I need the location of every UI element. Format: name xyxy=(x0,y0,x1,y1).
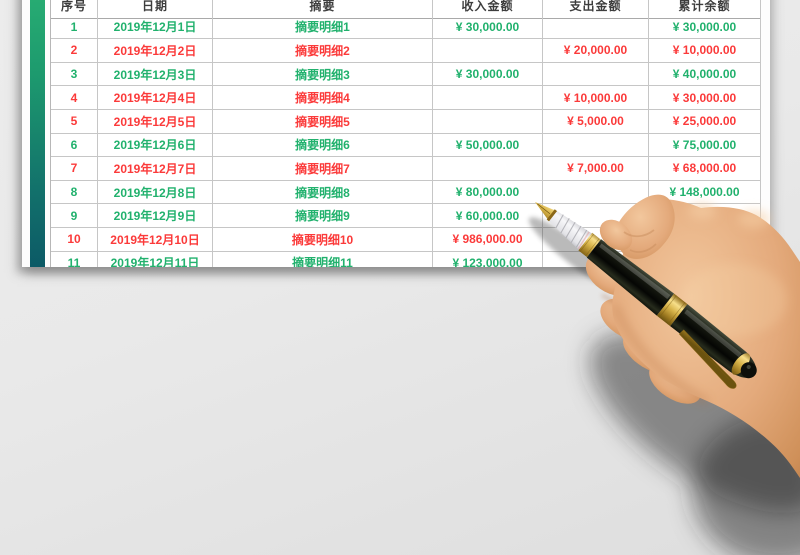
accent-bar xyxy=(30,0,45,267)
cell-income[interactable]: ¥ 80,000.00 xyxy=(433,180,543,205)
index-finger-creases xyxy=(623,229,657,253)
cell-income[interactable]: ¥ 123,000.00 xyxy=(433,251,543,267)
ledger-sheet: 序号 日期 摘要 收入金额 支出金额 累计余额 1 2019年12月1日 摘要明细1 ¥ 30,0… xyxy=(22,0,770,267)
cell-expense[interactable] xyxy=(543,62,649,87)
cell-income[interactable]: ¥ 50,000.00 xyxy=(433,133,543,158)
cell-date[interactable]: 2019年12月9日 xyxy=(98,204,213,228)
cell-income[interactable] xyxy=(433,157,543,181)
cell-no[interactable]: 8 xyxy=(51,180,98,205)
cell-summary[interactable]: 摘要明细7 xyxy=(213,157,433,181)
cell-date[interactable]: 2019年12月11日 xyxy=(98,251,213,267)
hand-holding-pen-photo xyxy=(528,194,800,555)
cell-date[interactable]: 2019年12月1日 xyxy=(98,15,213,40)
index-finger xyxy=(599,194,675,259)
cell-expense[interactable]: ¥ 7,000.00 xyxy=(543,157,649,181)
header-balance[interactable]: 累计余额 xyxy=(649,0,761,19)
cell-income[interactable]: ¥ 30,000.00 xyxy=(433,15,543,40)
cell-summary[interactable]: 摘要明细11 xyxy=(213,251,433,267)
cell-summary[interactable]: 摘要明细5 xyxy=(213,109,433,134)
cell-date[interactable]: 2019年12月4日 xyxy=(98,86,213,110)
cell-no[interactable]: 7 xyxy=(51,157,98,181)
knuckle-highlights xyxy=(683,203,787,336)
fountain-pen xyxy=(535,202,757,389)
cell-summary[interactable]: 摘要明细9 xyxy=(213,204,433,228)
cell-income[interactable] xyxy=(433,39,543,63)
cell-balance[interactable]: ¥ 40,000.00 xyxy=(649,62,761,87)
cell-expense[interactable] xyxy=(543,133,649,158)
cell-balance[interactable]: ¥ 68,000.00 xyxy=(649,157,761,181)
cell-no[interactable]: 11 xyxy=(51,251,98,267)
cell-balance[interactable]: ¥ 25,000.00 xyxy=(649,109,761,134)
hand-edge-shading xyxy=(612,303,710,405)
pen-barrel xyxy=(586,239,675,316)
cell-income[interactable]: ¥ 30,000.00 xyxy=(433,62,543,87)
cell-date[interactable]: 2019年12月6日 xyxy=(98,133,213,158)
cell-date[interactable]: 2019年12月7日 xyxy=(98,157,213,181)
cell-balance[interactable]: ¥ 30,000.00 xyxy=(649,15,761,40)
cell-date[interactable]: 2019年12月5日 xyxy=(98,109,213,134)
cell-no[interactable]: 5 xyxy=(51,109,98,134)
cell-date[interactable]: 2019年12月3日 xyxy=(98,62,213,87)
cell-expense[interactable]: ¥ 5,000.00 xyxy=(543,109,649,134)
cell-summary[interactable]: 摘要明细10 xyxy=(213,227,433,252)
cell-no[interactable]: 6 xyxy=(51,133,98,158)
cell-expense[interactable]: ¥ 10,000.00 xyxy=(543,86,649,110)
cell-date[interactable]: 2019年12月10日 xyxy=(98,227,213,252)
cell-income[interactable] xyxy=(433,86,543,110)
cell-summary[interactable]: 摘要明细2 xyxy=(213,39,433,63)
cell-expense[interactable] xyxy=(543,180,649,205)
header-date[interactable]: 日期 xyxy=(98,0,213,19)
cell-summary[interactable]: 摘要明细6 xyxy=(213,133,433,158)
cell-no[interactable]: 1 xyxy=(51,15,98,40)
header-no[interactable]: 序号 xyxy=(51,0,98,19)
cell-no[interactable]: 9 xyxy=(51,204,98,228)
cell-no[interactable]: 4 xyxy=(51,86,98,110)
pen-clip xyxy=(678,329,737,389)
header-summary[interactable]: 摘要 xyxy=(213,0,433,19)
cell-balance[interactable]: ¥ 75,000.00 xyxy=(649,133,761,158)
cell-date[interactable]: 2019年12月2日 xyxy=(98,39,213,63)
cell-expense[interactable]: ¥ 20,000.00 xyxy=(543,39,649,63)
header-income[interactable]: 收入金额 xyxy=(433,0,543,19)
cell-date[interactable]: 2019年12月8日 xyxy=(98,180,213,205)
cell-income[interactable]: ¥ 60,000.00 xyxy=(433,204,543,228)
pen-cap xyxy=(670,304,757,378)
cell-balance[interactable]: ¥ 10,000.00 xyxy=(649,39,761,63)
hand-shadow xyxy=(589,332,800,555)
header-expense[interactable]: 支出金额 xyxy=(543,0,649,19)
cell-income[interactable] xyxy=(433,109,543,134)
cell-summary[interactable]: 摘要明细1 xyxy=(213,15,433,40)
cell-summary[interactable]: 摘要明细8 xyxy=(213,180,433,205)
cell-no[interactable]: 3 xyxy=(51,62,98,87)
cell-no[interactable]: 2 xyxy=(51,39,98,63)
cell-balance[interactable]: ¥ 30,000.00 xyxy=(649,86,761,110)
cell-expense[interactable] xyxy=(543,15,649,40)
cell-summary[interactable]: 摘要明细4 xyxy=(213,86,433,110)
cell-no[interactable]: 10 xyxy=(51,227,98,252)
cell-summary[interactable]: 摘要明细3 xyxy=(213,62,433,87)
